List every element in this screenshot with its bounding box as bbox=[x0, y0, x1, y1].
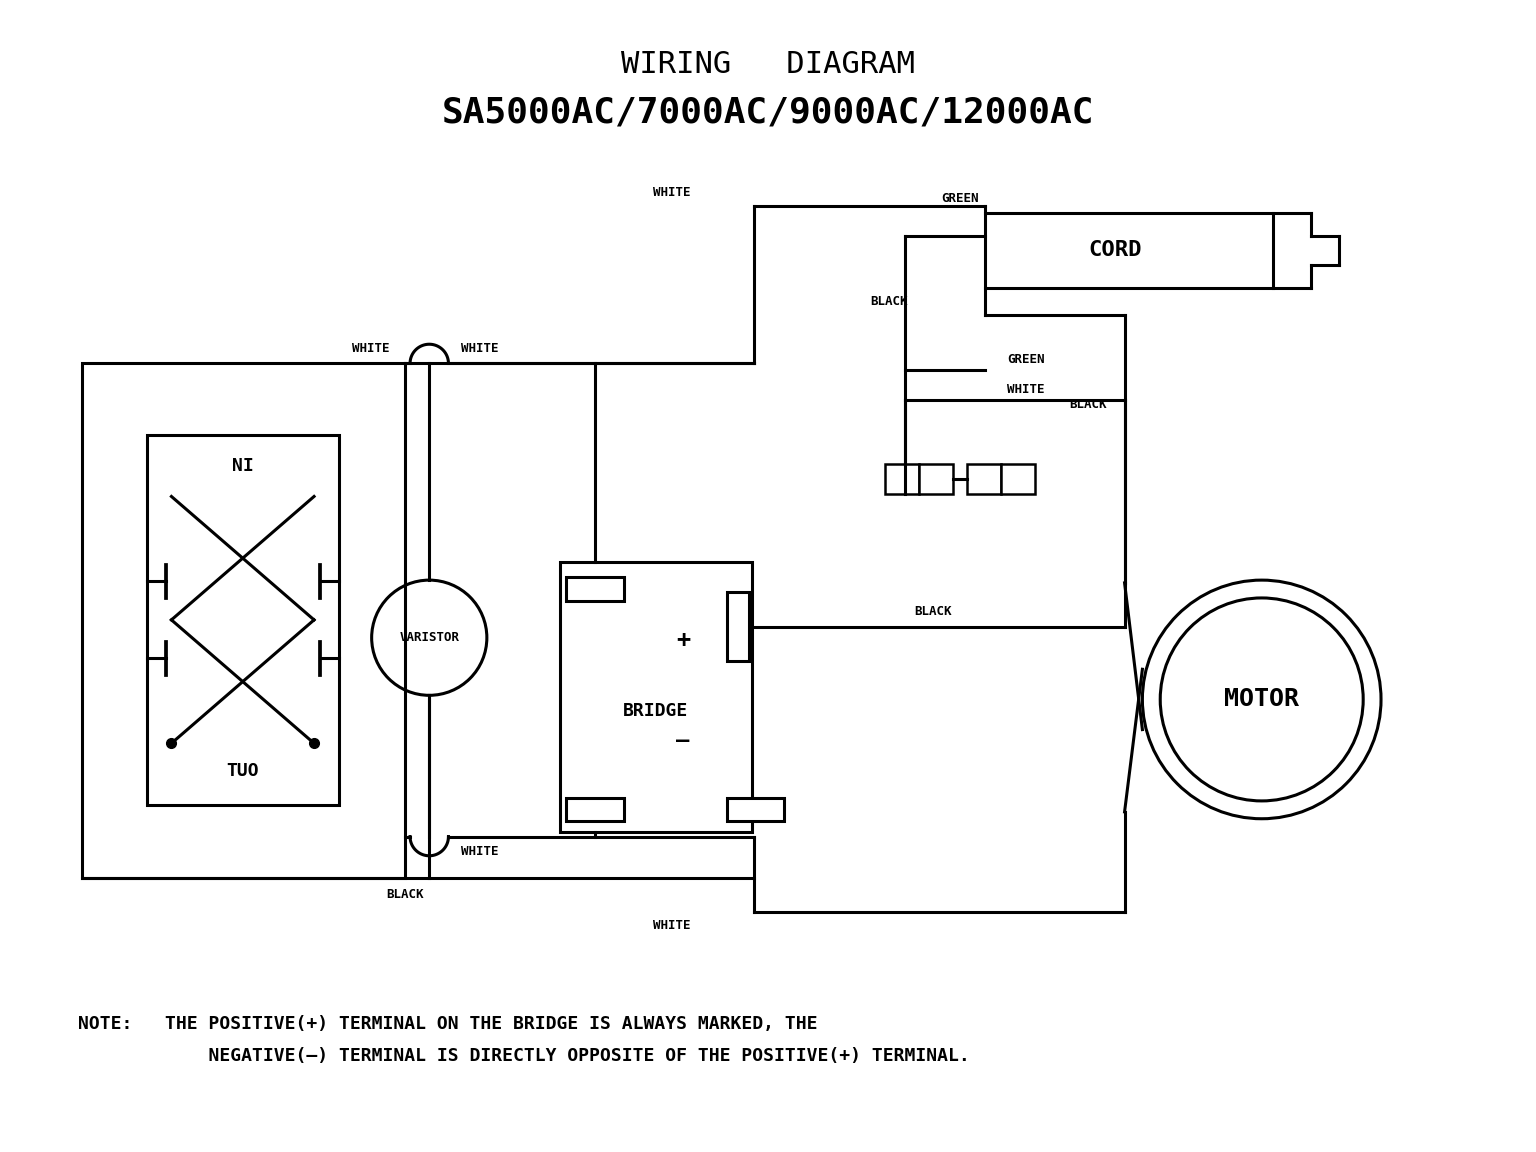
Text: WHITE: WHITE bbox=[1008, 382, 1044, 396]
Text: BLACK: BLACK bbox=[914, 605, 951, 619]
Text: CORD: CORD bbox=[1087, 241, 1141, 260]
Text: NI: NI bbox=[232, 457, 253, 476]
Bar bbox=[919, 463, 954, 494]
Bar bbox=[567, 798, 624, 821]
Bar bbox=[885, 463, 919, 494]
Text: TUO: TUO bbox=[226, 761, 260, 780]
Text: WIRING   DIAGRAM: WIRING DIAGRAM bbox=[621, 50, 915, 79]
Text: WHITE: WHITE bbox=[461, 846, 499, 858]
Text: WHITE: WHITE bbox=[653, 185, 691, 198]
Text: +: + bbox=[676, 628, 690, 652]
Text: NEGATIVE(–) TERMINAL IS DIRECTLY OPPOSITE OF THE POSITIVE(+) TERMINAL.: NEGATIVE(–) TERMINAL IS DIRECTLY OPPOSIT… bbox=[78, 1047, 969, 1064]
Text: BRIDGE: BRIDGE bbox=[624, 702, 688, 720]
Bar bbox=[727, 592, 750, 661]
Text: NOTE:   THE POSITIVE(+) TERMINAL ON THE BRIDGE IS ALWAYS MARKED, THE: NOTE: THE POSITIVE(+) TERMINAL ON THE BR… bbox=[78, 1015, 817, 1033]
Text: WHITE: WHITE bbox=[653, 919, 691, 932]
Bar bbox=[147, 434, 339, 805]
Text: VARISTOR: VARISTOR bbox=[399, 631, 459, 644]
Bar bbox=[83, 363, 404, 878]
Text: WHITE: WHITE bbox=[352, 342, 389, 355]
Text: –: – bbox=[676, 732, 690, 751]
Text: GREEN: GREEN bbox=[1008, 353, 1044, 366]
Text: BLACK: BLACK bbox=[869, 295, 908, 309]
Text: BLACK: BLACK bbox=[386, 888, 424, 901]
Bar bbox=[966, 463, 1001, 494]
Text: MOTOR: MOTOR bbox=[1224, 688, 1299, 712]
Bar bbox=[559, 562, 751, 833]
Text: GREEN: GREEN bbox=[942, 192, 978, 205]
Bar bbox=[727, 798, 785, 821]
Bar bbox=[567, 577, 624, 600]
Text: WHITE: WHITE bbox=[461, 342, 499, 355]
Bar bbox=[1001, 463, 1035, 494]
Text: SA5000AC/7000AC/9000AC/12000AC: SA5000AC/7000AC/9000AC/12000AC bbox=[442, 96, 1094, 129]
Bar bbox=[985, 213, 1273, 288]
Text: BLACK: BLACK bbox=[1069, 399, 1106, 411]
